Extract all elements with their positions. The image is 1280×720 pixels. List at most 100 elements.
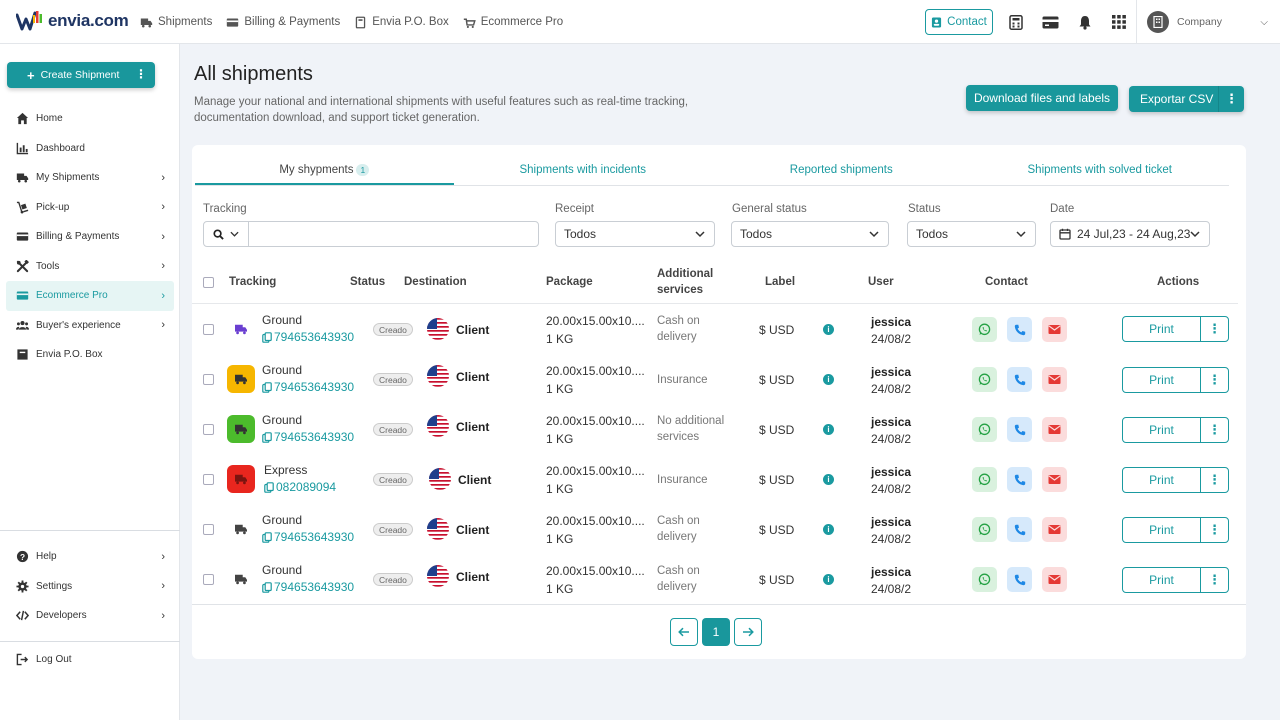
print-label[interactable]: Print: [1123, 568, 1201, 592]
calculator-icon[interactable]: [1007, 13, 1025, 31]
tab-incidents[interactable]: Shipments with incidents: [454, 158, 713, 185]
copy-icon[interactable]: [264, 481, 274, 493]
email-button[interactable]: [1042, 567, 1067, 592]
whatsapp-button[interactable]: [972, 417, 997, 442]
whatsapp-button[interactable]: [972, 567, 997, 592]
tracking-number-link[interactable]: 794653643930: [262, 580, 354, 594]
print-button[interactable]: Print ⋮: [1122, 467, 1229, 493]
prev-page-button[interactable]: [670, 618, 698, 646]
row-checkbox[interactable]: [203, 424, 214, 435]
sidebar-item-my-shipments[interactable]: My Shipments ›: [0, 163, 180, 193]
sidebar-item-help[interactable]: ? Help ›: [0, 542, 180, 572]
tracking-input[interactable]: [249, 222, 538, 246]
tracking-number-link[interactable]: 794653643930: [262, 530, 354, 544]
topnav-ecommerce[interactable]: Ecommerce Pro: [463, 16, 563, 29]
row-checkbox[interactable]: [203, 524, 214, 535]
bell-icon[interactable]: [1076, 13, 1094, 31]
more-vertical-icon[interactable]: ⋮: [1208, 422, 1221, 437]
sidebar-item-billing[interactable]: Billing & Payments ›: [0, 222, 180, 252]
col-additional-1[interactable]: Additional: [657, 268, 714, 280]
info-icon[interactable]: i: [823, 574, 834, 585]
next-page-button[interactable]: [734, 618, 762, 646]
info-icon[interactable]: i: [823, 474, 834, 485]
sidebar-item-logout[interactable]: Log Out: [0, 645, 180, 675]
contact-button[interactable]: Contact: [925, 9, 993, 35]
page-1-button[interactable]: 1: [702, 618, 730, 646]
tab-reported[interactable]: Reported shipments: [712, 158, 971, 185]
sidebar-item-pick-up[interactable]: Pick-up ›: [0, 193, 180, 223]
col-user[interactable]: User: [868, 276, 894, 288]
email-button[interactable]: [1042, 467, 1067, 492]
whatsapp-button[interactable]: [972, 317, 997, 342]
download-files-labels-button[interactable]: Download files and labels: [966, 85, 1118, 111]
more-vertical-icon[interactable]: ⋮: [1208, 372, 1221, 387]
copy-icon[interactable]: [262, 531, 272, 543]
sidebar-item-tools[interactable]: Tools ›: [0, 252, 180, 282]
phone-button[interactable]: [1007, 467, 1032, 492]
phone-button[interactable]: [1007, 567, 1032, 592]
print-label[interactable]: Print: [1123, 317, 1201, 341]
row-checkbox[interactable]: [203, 324, 214, 335]
print-label[interactable]: Print: [1123, 518, 1201, 542]
tracking-number-link[interactable]: 794653643930: [262, 380, 354, 394]
info-icon[interactable]: i: [823, 424, 834, 435]
col-package[interactable]: Package: [546, 276, 593, 288]
copy-icon[interactable]: [262, 381, 272, 393]
col-destination[interactable]: Destination: [404, 276, 467, 288]
status-select[interactable]: Todos: [907, 221, 1036, 247]
phone-button[interactable]: [1007, 367, 1032, 392]
print-label[interactable]: Print: [1123, 368, 1201, 392]
export-csv-button[interactable]: Exportar CSV ⋮: [1129, 86, 1244, 112]
sidebar-item-home[interactable]: Home: [0, 104, 180, 134]
select-all-checkbox[interactable]: [203, 277, 214, 288]
row-checkbox[interactable]: [203, 474, 214, 485]
sidebar-item-ecommerce-pro[interactable]: Ecommerce Pro ›: [6, 281, 174, 311]
whatsapp-button[interactable]: [972, 367, 997, 392]
sidebar-item-developers[interactable]: Developers ›: [0, 601, 180, 631]
more-vertical-icon[interactable]: ⋮: [1208, 522, 1221, 537]
more-vertical-icon[interactable]: ⋮: [1218, 86, 1244, 112]
sidebar-item-po-box[interactable]: Envia P.O. Box: [0, 340, 180, 370]
print-label[interactable]: Print: [1123, 468, 1201, 492]
phone-button[interactable]: [1007, 317, 1032, 342]
topnav-po-box[interactable]: Envia P.O. Box: [354, 16, 449, 29]
email-button[interactable]: [1042, 367, 1067, 392]
phone-button[interactable]: [1007, 517, 1032, 542]
general-status-select[interactable]: Todos: [731, 221, 889, 247]
col-tracking[interactable]: Tracking: [229, 276, 277, 288]
print-button[interactable]: Print ⋮: [1122, 567, 1229, 593]
info-icon[interactable]: i: [823, 324, 834, 335]
print-button[interactable]: Print ⋮: [1122, 316, 1229, 342]
whatsapp-button[interactable]: [972, 517, 997, 542]
company-menu[interactable]: Company ⌵: [1136, 0, 1280, 44]
sidebar-item-settings[interactable]: Settings ›: [0, 572, 180, 602]
email-button[interactable]: [1042, 517, 1067, 542]
sidebar-item-dashboard[interactable]: Dashboard: [0, 134, 180, 164]
more-vertical-icon[interactable]: ⋮: [1208, 572, 1221, 587]
print-button[interactable]: Print ⋮: [1122, 517, 1229, 543]
sidebar-item-buyers-experience[interactable]: Buyer's experience ›: [0, 311, 180, 341]
col-label[interactable]: Label: [765, 276, 796, 288]
more-vertical-icon[interactable]: ⋮: [1208, 321, 1221, 336]
print-button[interactable]: Print ⋮: [1122, 417, 1229, 443]
topnav-billing[interactable]: Billing & Payments: [226, 16, 340, 29]
tab-my-shipments[interactable]: My shypments 1: [195, 158, 454, 185]
row-checkbox[interactable]: [203, 574, 214, 585]
more-vertical-icon[interactable]: ⋮: [135, 67, 147, 81]
tracking-number-link[interactable]: 794653643930: [262, 330, 354, 344]
copy-icon[interactable]: [262, 581, 272, 593]
tracking-number-link[interactable]: 794653643930: [262, 430, 354, 444]
brand-logo[interactable]: envia.com: [16, 9, 129, 33]
row-checkbox[interactable]: [203, 374, 214, 385]
email-button[interactable]: [1042, 317, 1067, 342]
search-type-dropdown[interactable]: [204, 222, 249, 246]
date-range-picker[interactable]: 24 Jul,23 - 24 Aug,23: [1050, 221, 1210, 247]
copy-icon[interactable]: [262, 331, 272, 343]
tab-solved-ticket[interactable]: Shipments with solved ticket: [971, 158, 1230, 185]
email-button[interactable]: [1042, 417, 1067, 442]
print-button[interactable]: Print ⋮: [1122, 367, 1229, 393]
info-icon[interactable]: i: [823, 524, 834, 535]
create-shipment-button[interactable]: + Create Shipment ⋮: [7, 62, 155, 88]
phone-button[interactable]: [1007, 417, 1032, 442]
whatsapp-button[interactable]: [972, 467, 997, 492]
